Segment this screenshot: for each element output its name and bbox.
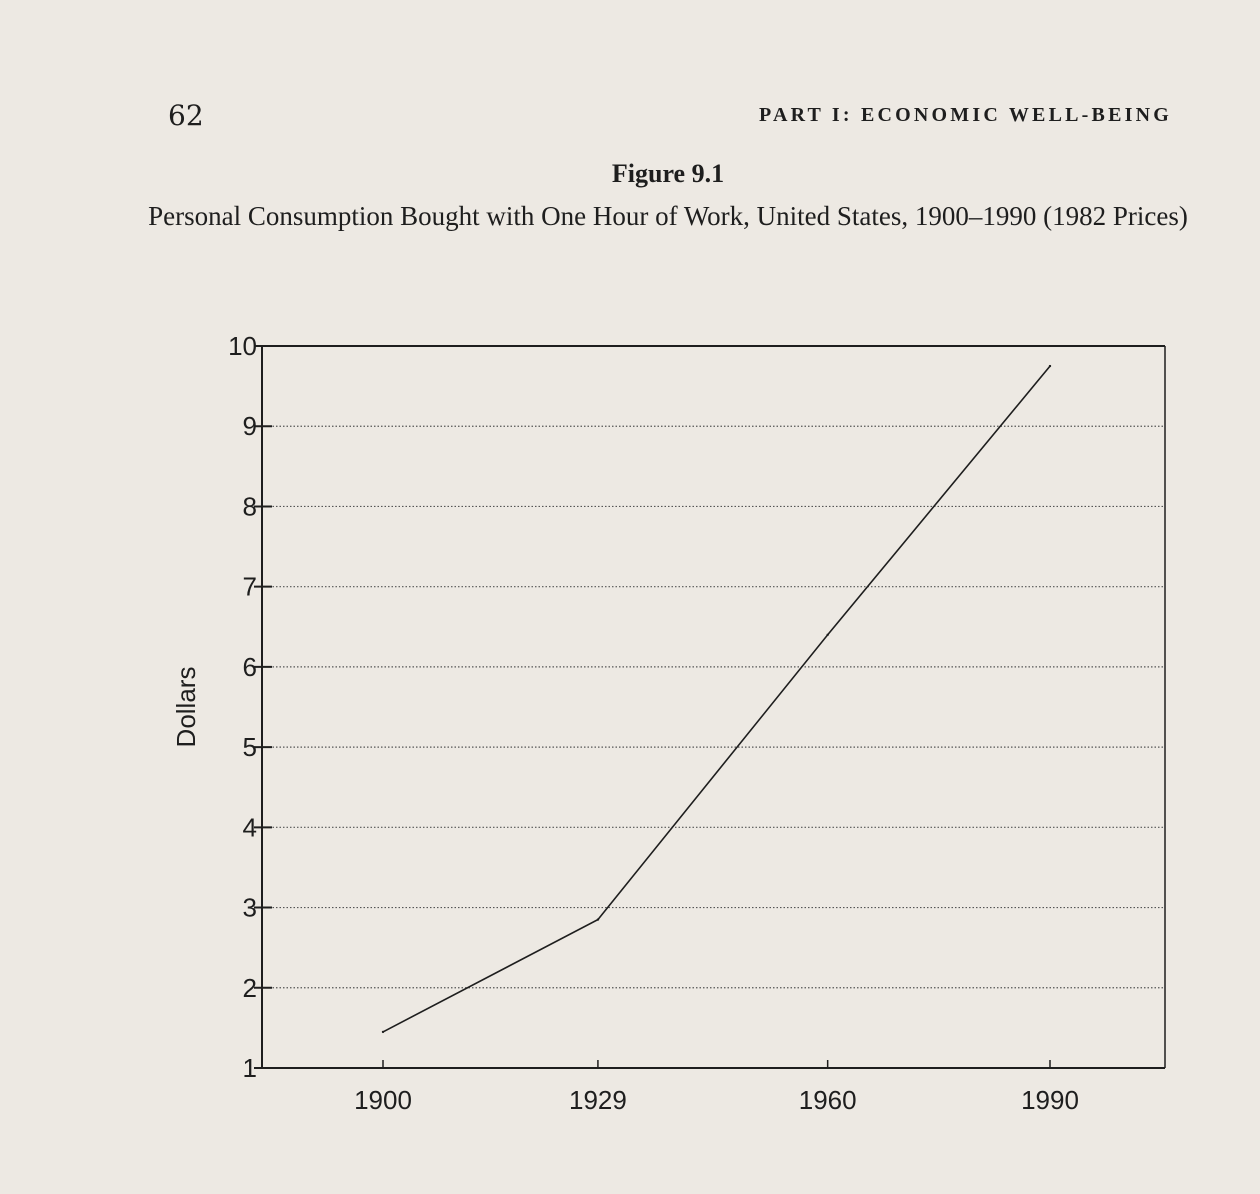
x-tick-label-1900: 1900	[354, 1085, 412, 1115]
figure-caption: Personal Consumption Bought with One Hou…	[148, 201, 1188, 231]
y-tick-label-9: 9	[243, 411, 257, 441]
data-point-1990	[1048, 364, 1052, 368]
y-tick-label-5: 5	[243, 732, 257, 762]
y-tick-label-7: 7	[243, 572, 257, 602]
series-line-0	[382, 365, 1051, 1033]
x-tick-label-1929: 1929	[569, 1085, 627, 1115]
data-point-1900	[381, 1030, 385, 1034]
y-tick-label-1: 1	[243, 1053, 257, 1083]
y-tick-label-6: 6	[243, 652, 257, 682]
y-tick-label-10: 10	[228, 331, 257, 361]
y-tick-label-4: 4	[243, 812, 257, 842]
x-tick-label-1990: 1990	[1021, 1085, 1079, 1115]
x-tick-label-1960: 1960	[799, 1085, 857, 1115]
data-point-1960	[826, 633, 829, 636]
figure-label: Figure 9.1	[611, 159, 725, 188]
data-point-1929	[596, 918, 600, 921]
y-tick-label-8: 8	[243, 491, 257, 521]
y-tick-label-3: 3	[243, 893, 257, 923]
running-head: PART I: ECONOMIC WELL-BEING	[759, 104, 1172, 126]
y-tick-label-2: 2	[243, 973, 257, 1003]
y-axis-title: Dollars	[171, 667, 201, 748]
page-number: 62	[168, 99, 204, 132]
